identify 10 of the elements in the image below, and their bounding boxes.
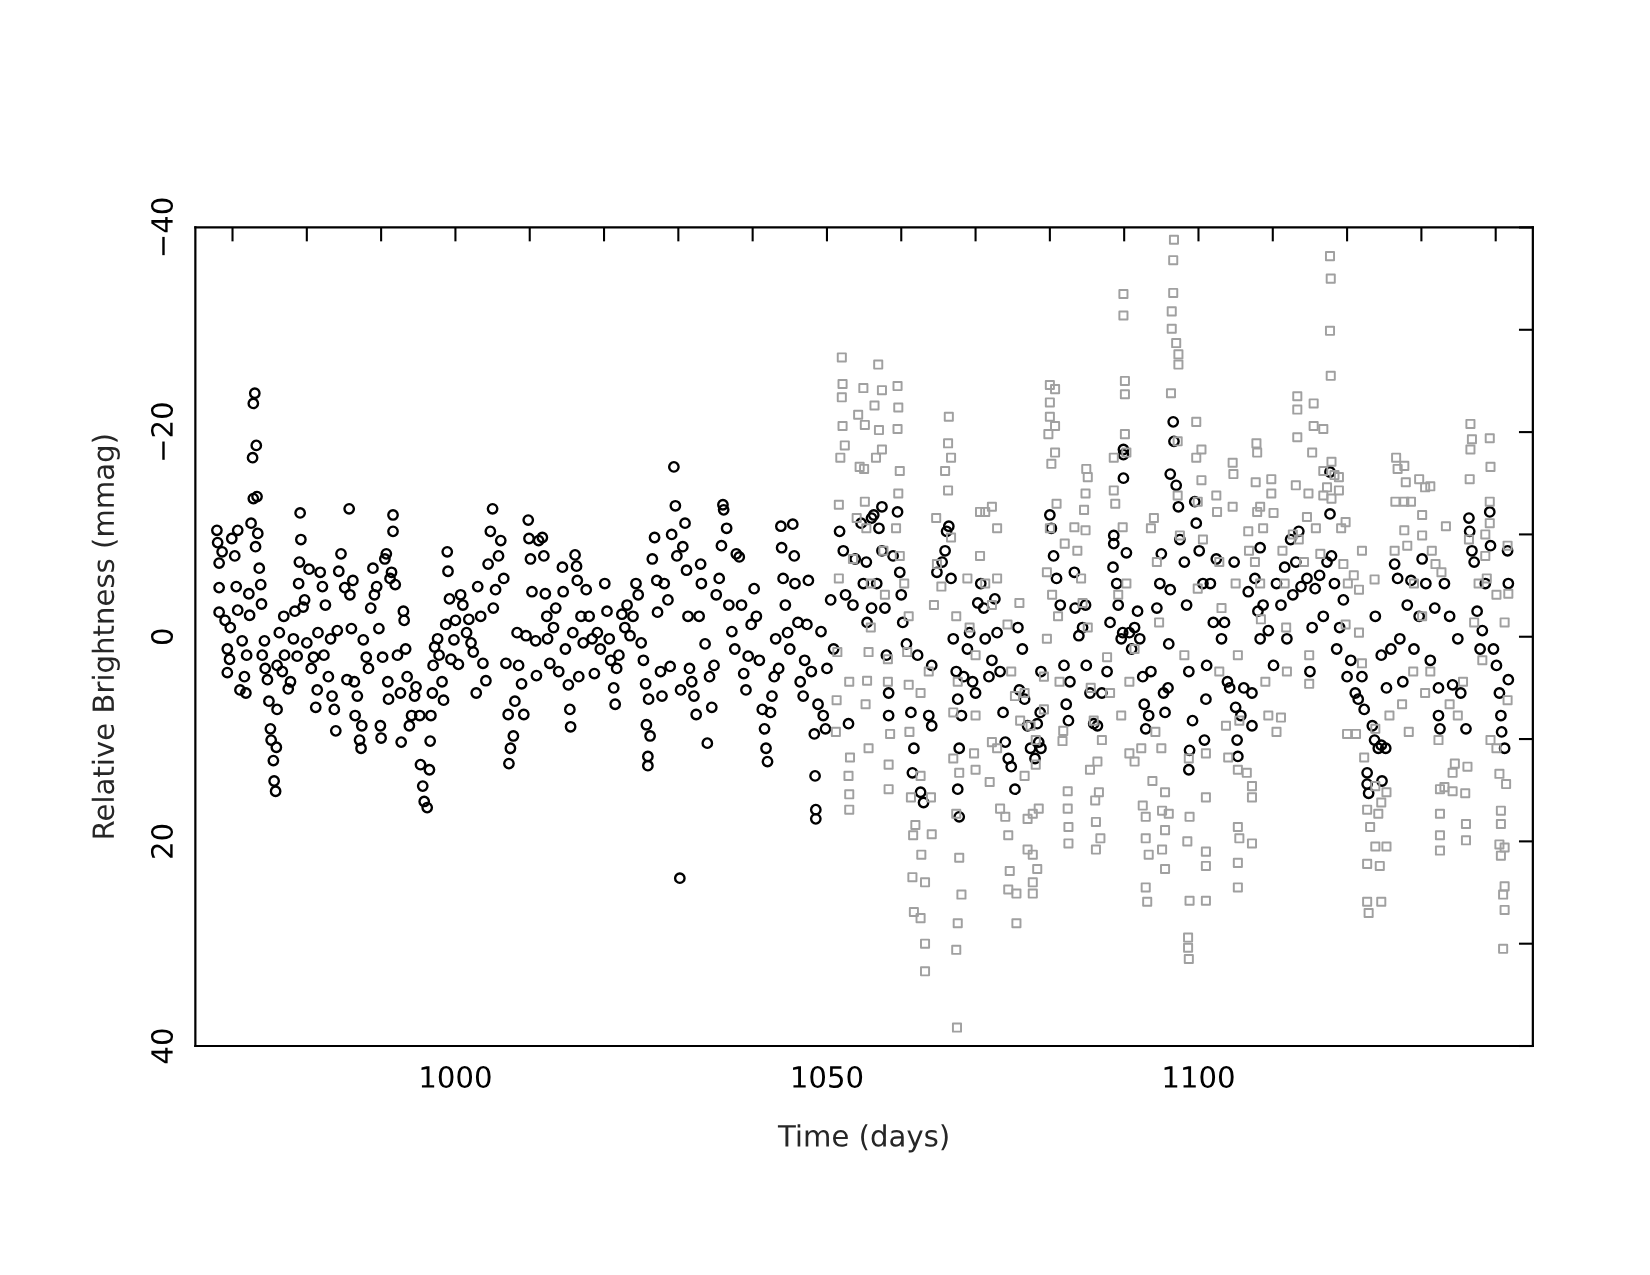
y-tick-label: −40 (150, 198, 174, 256)
x-axis-title: Time (days) (777, 1124, 948, 1153)
x-tick-label: 1100 (1164, 1065, 1234, 1089)
y-tick-label: 40 (150, 1029, 174, 1064)
y-tick-label: 0 (150, 629, 174, 645)
y-tick-label: −20 (150, 403, 174, 460)
y-tick-label: 20 (150, 824, 174, 858)
y-axis-title: Relative Brightness (mmag) (91, 435, 120, 838)
x-tick-label: 1000 (421, 1065, 491, 1089)
x-tick-label: 1050 (793, 1065, 863, 1089)
